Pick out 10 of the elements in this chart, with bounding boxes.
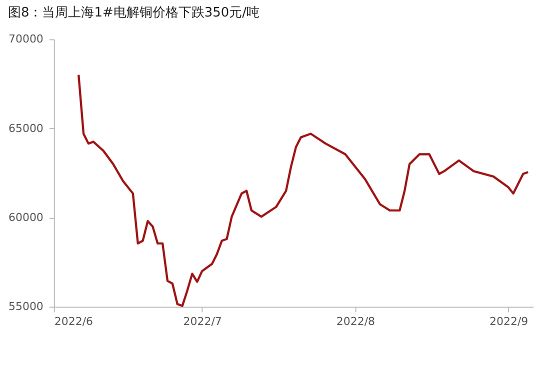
- x-tick-label: 2022/8: [336, 315, 376, 328]
- line-series: [78, 74, 530, 307]
- y-tick-label: 55000: [8, 300, 44, 314]
- y-tick-label: 65000: [8, 122, 44, 135]
- y-tick-label: 60000: [8, 211, 44, 224]
- y-tick-label: 70000: [8, 32, 44, 46]
- x-tick-label: 2022/9: [490, 315, 528, 328]
- x-tick-label: 2022/7: [183, 315, 222, 328]
- chart-title: 图8：当周上海1#电解铜价格下跌350元/吨: [8, 5, 260, 20]
- x-tick-label: 2022/6: [54, 315, 94, 328]
